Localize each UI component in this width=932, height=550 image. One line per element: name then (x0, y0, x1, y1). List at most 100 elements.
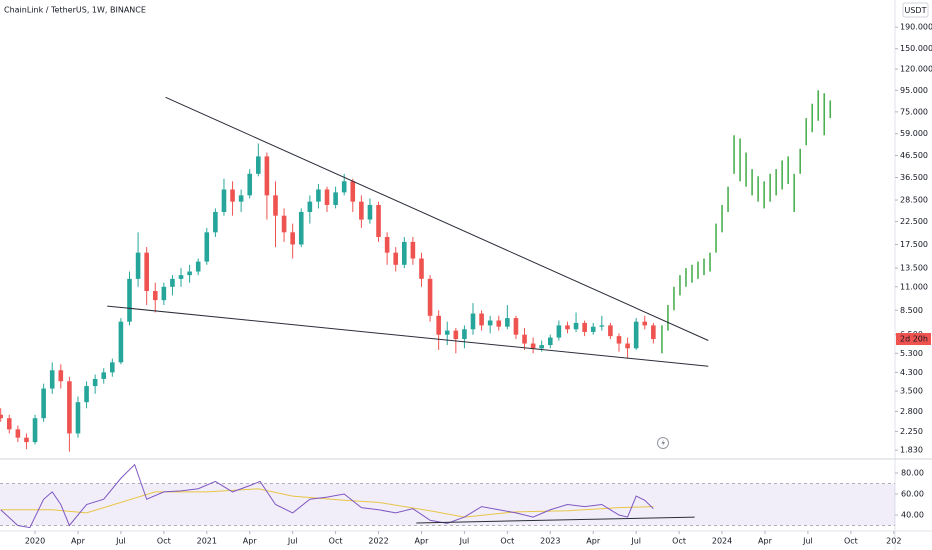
candle-body (15, 429, 21, 438)
candle-body (436, 315, 441, 335)
candle-body (256, 156, 261, 174)
candle-body (444, 330, 450, 335)
x-tick-label: Oct (157, 537, 171, 546)
candle-body (393, 252, 399, 265)
candle-body (341, 181, 347, 193)
y-tick-label: 120.000 (900, 65, 932, 74)
candle-body (376, 204, 381, 237)
y-tick-label: 2.250 (900, 427, 923, 436)
y-tick-label: 13.500 (900, 264, 928, 273)
candle-body (24, 437, 29, 443)
candle-body (221, 189, 227, 212)
rsi-y-tick-label: 80.00 (901, 469, 924, 478)
candle-body (324, 189, 330, 205)
candle-body (170, 278, 175, 287)
candle-body (316, 189, 321, 202)
candle-body (290, 232, 295, 245)
x-tick-label: Apr (415, 537, 430, 546)
candle-body (101, 372, 107, 379)
alert-icon[interactable] (657, 437, 669, 449)
candle-body (505, 318, 510, 327)
candle-body (127, 278, 132, 322)
candle-body (462, 329, 467, 340)
y-tick-label: 2.800 (900, 407, 923, 416)
countdown-label: 2d 20h (900, 335, 928, 344)
candle-body (144, 252, 149, 292)
y-tick-label: 22.500 (900, 217, 928, 226)
y-tick-label: 17.500 (900, 240, 928, 249)
candle-body (281, 215, 287, 233)
chart-title: ChainLink / TetherUS, 1W, BINANCE (4, 6, 146, 15)
countdown-box (896, 333, 931, 346)
x-tick-label: Apr (586, 537, 601, 546)
x-tick-label: Apr (71, 537, 86, 546)
candle-body (118, 321, 124, 363)
candle-body (32, 418, 38, 443)
candle-body (487, 320, 493, 326)
x-tick-label: 2024 (712, 537, 732, 546)
x-tick-label: 202 (886, 537, 901, 546)
candle-body (608, 325, 613, 337)
candle-body (547, 337, 553, 346)
currency-box[interactable] (902, 2, 929, 18)
candle-body (273, 195, 278, 216)
candle-body (496, 320, 502, 327)
candle-body (58, 370, 64, 382)
candle-body (453, 330, 459, 340)
x-tick-label: 2022 (368, 537, 388, 546)
x-tick-label: Jul (802, 537, 813, 546)
candle-body (530, 343, 536, 349)
candle-body (642, 321, 648, 326)
y-tick-label: 28.500 (900, 196, 928, 205)
candle-body (427, 278, 433, 316)
y-tick-label: 8.500 (900, 306, 923, 315)
x-tick-label: Apr (243, 537, 258, 546)
candle-body (92, 378, 98, 387)
y-tick-label: 11.000 (900, 282, 928, 291)
candle-body (470, 313, 476, 330)
y-tick-label: 1.830 (900, 446, 923, 455)
candle-body (359, 201, 364, 220)
y-tick-label: 3.500 (900, 387, 923, 396)
y-tick-label: 150.000 (900, 44, 932, 53)
candle-body (6, 418, 12, 430)
candle-body (633, 321, 639, 349)
candle-body (204, 232, 210, 262)
rsi-band-fill (0, 483, 895, 526)
candle-body (513, 318, 519, 335)
candle-body (590, 326, 596, 332)
candle-body (410, 241, 416, 259)
y-tick-label: 5.300 (900, 349, 923, 358)
x-tick-label: Oct (672, 537, 686, 546)
candle-body (522, 334, 527, 344)
rsi-line (0, 463, 654, 529)
candle-body (41, 388, 46, 419)
candle-body (213, 211, 218, 233)
candle-body (67, 381, 72, 434)
candle-body (161, 286, 167, 301)
y-tick-label: 59.000 (900, 129, 928, 138)
candle-body (479, 313, 484, 326)
candle-body (565, 325, 570, 330)
candle-body (539, 345, 545, 349)
x-tick-label: Jul (115, 537, 126, 546)
x-tick-label: Apr (758, 537, 773, 546)
x-tick-label: Oct (844, 537, 858, 546)
y-tick-label: 4.300 (900, 368, 923, 377)
candle-body (625, 343, 630, 349)
candle-body (419, 258, 424, 279)
candle-body (573, 322, 579, 330)
candle-body (195, 261, 201, 272)
x-tick-label: 2020 (25, 537, 45, 546)
rsi-y-tick-label: 40.00 (901, 510, 924, 519)
candle-body (187, 271, 192, 276)
candle-body (135, 252, 141, 279)
candle-body (582, 322, 587, 332)
y-tick-label: 46.500 (900, 151, 928, 160)
candle-body (230, 189, 235, 202)
candle-body (616, 336, 622, 344)
candle-body (367, 204, 373, 220)
trendline (107, 305, 709, 367)
currency-label: USDT (905, 6, 927, 15)
